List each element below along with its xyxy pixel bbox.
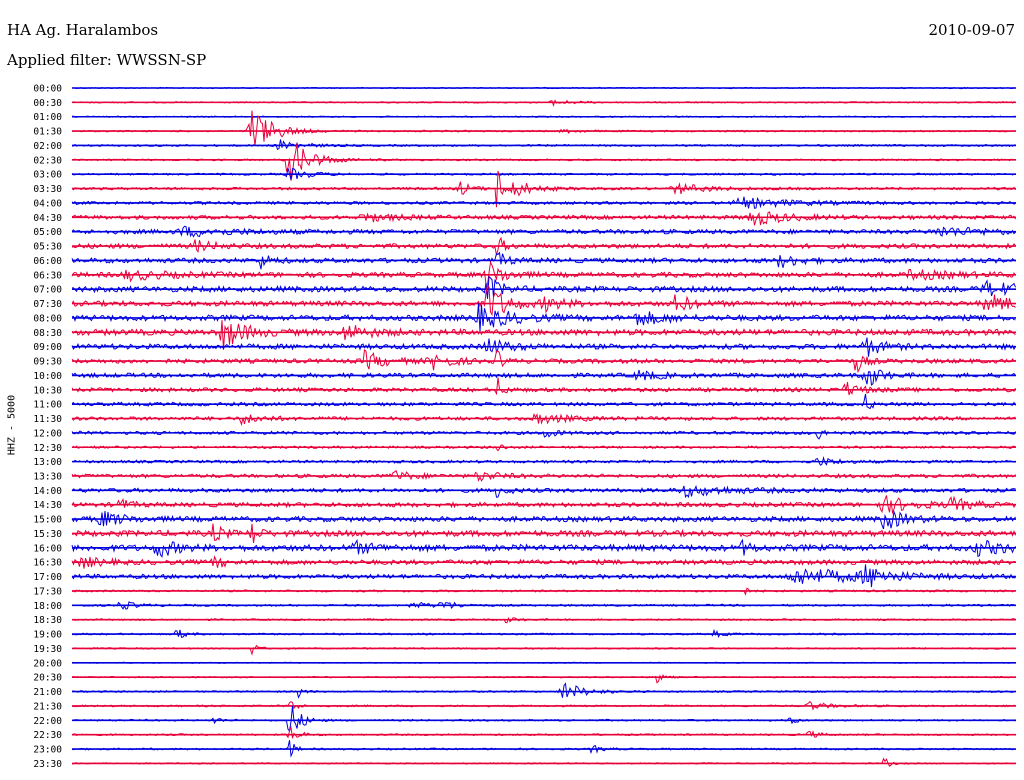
time-tick-label: 02:30 xyxy=(33,155,62,166)
trace-2230 xyxy=(71,725,1016,739)
time-tick-label: 04:30 xyxy=(33,213,62,224)
time-tick-label: 15:00 xyxy=(33,515,62,526)
time-tick-label: 08:00 xyxy=(33,313,62,324)
time-tick-label: 13:00 xyxy=(33,457,62,468)
time-tick-label: 00:30 xyxy=(33,98,62,109)
time-tick-label: 13:30 xyxy=(33,471,62,482)
time-tick-label: 09:00 xyxy=(33,342,62,353)
time-tick-label: 21:30 xyxy=(33,701,62,712)
time-tick-label: 20:30 xyxy=(33,673,62,684)
time-tick-label: 01:30 xyxy=(33,127,62,138)
time-tick-label: 06:30 xyxy=(33,270,62,281)
time-tick-label: 15:30 xyxy=(33,529,62,540)
trace-1130 xyxy=(71,412,1016,427)
time-tick-label: 19:00 xyxy=(33,630,62,641)
trace-2200 xyxy=(71,705,1016,733)
time-tick-label: 17:00 xyxy=(33,572,62,583)
trace-2100 xyxy=(71,682,1016,699)
time-tick-label: 16:30 xyxy=(33,558,62,569)
trace-1200 xyxy=(71,429,1016,440)
time-tick-label: 14:00 xyxy=(33,486,62,497)
trace-2300 xyxy=(71,740,1016,758)
time-tick-label: 07:30 xyxy=(33,299,62,310)
filter-label: Applied filter: WWSSN-SP xyxy=(7,51,207,69)
time-tick-label: 02:00 xyxy=(33,141,62,152)
time-tick-label: 11:30 xyxy=(33,414,62,425)
time-tick-label: 05:00 xyxy=(33,227,62,238)
trace-1700 xyxy=(71,564,1016,588)
time-tick-label: 10:30 xyxy=(33,385,62,396)
time-tick-label: 09:30 xyxy=(33,357,62,368)
time-tick-label: 19:30 xyxy=(33,644,62,655)
trace-1100 xyxy=(71,393,1016,410)
time-tick-label: 11:00 xyxy=(33,400,62,411)
station-name: HA Ag. Haralambos xyxy=(7,21,159,39)
time-tick-label: 16:00 xyxy=(33,543,62,554)
time-tick-label: 03:00 xyxy=(33,170,62,181)
trace-0700 xyxy=(72,275,1016,299)
time-tick-label: 20:00 xyxy=(33,658,62,669)
time-tick-label: 17:30 xyxy=(33,586,62,597)
time-tick-label: 12:30 xyxy=(33,443,62,454)
time-tick-label: 04:00 xyxy=(33,198,62,209)
time-tick-label: 21:00 xyxy=(33,687,62,698)
time-tick-label: 18:00 xyxy=(33,601,62,612)
time-tick-label: 23:00 xyxy=(33,745,62,756)
time-tick-label: 18:30 xyxy=(33,615,62,626)
time-tick-label: 07:00 xyxy=(33,285,62,296)
time-tick-label: 14:30 xyxy=(33,500,62,511)
tick-labels: 00:00 00:30 01:00 01:30 02:00 02:30 03:00 03:30… xyxy=(33,84,62,770)
trace-0230 xyxy=(71,143,1016,181)
time-tick-label: 22:00 xyxy=(33,716,62,727)
time-tick-label: 08:30 xyxy=(33,328,62,339)
time-tick-label: 03:30 xyxy=(33,184,62,195)
record-date: 2010-09-07 xyxy=(928,21,1015,39)
trace-2330 xyxy=(72,757,1016,767)
trace-0630 xyxy=(71,260,1016,285)
trace-1030 xyxy=(71,377,1016,396)
trace-1000 xyxy=(71,369,1016,386)
trace-0200 xyxy=(71,139,1016,151)
time-tick-label: 05:30 xyxy=(33,242,62,253)
trace-1930 xyxy=(71,644,1016,656)
time-tick-label: 01:00 xyxy=(33,112,62,123)
time-tick-label: 12:00 xyxy=(33,428,62,439)
time-tick-label: 00:00 xyxy=(33,84,62,95)
time-tick-label: 10:00 xyxy=(33,371,62,382)
trace-group xyxy=(71,86,1016,767)
time-tick-label: 06:00 xyxy=(33,256,62,267)
trace-0830 xyxy=(71,320,1016,350)
time-tick-label: 23:30 xyxy=(33,759,62,770)
time-tick-label: 22:30 xyxy=(33,730,62,741)
trace-2030 xyxy=(71,674,1016,684)
trace-0800 xyxy=(71,303,1016,332)
trace-1400 xyxy=(71,485,1016,499)
trace-0430 xyxy=(71,211,1016,226)
